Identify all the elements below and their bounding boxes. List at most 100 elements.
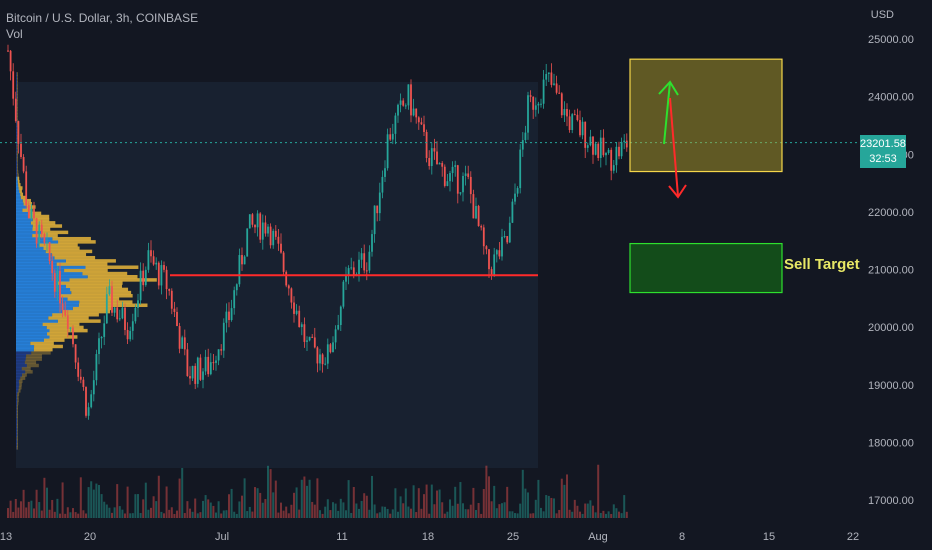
candle-body	[615, 146, 618, 166]
vp-up-bar	[16, 164, 18, 168]
vp-up-bar	[16, 202, 24, 206]
candle-body	[51, 261, 54, 274]
last-price-tag: 23201.58 32:53	[860, 135, 906, 168]
vp-down-bar	[16, 151, 18, 155]
vp-down-bar	[22, 208, 33, 212]
candle-body	[381, 176, 384, 193]
volume-bar	[597, 464, 600, 518]
volume-bar	[402, 503, 405, 518]
sell-target-box[interactable]	[629, 242, 783, 294]
volume-bar	[412, 485, 415, 518]
vp-down-bar	[17, 430, 18, 434]
vp-up-bar	[16, 303, 79, 308]
vp-up-bar	[16, 72, 17, 76]
candle-body	[555, 83, 558, 93]
volume-bar	[235, 513, 238, 518]
volume-bar	[178, 478, 181, 518]
candle-body	[241, 255, 243, 265]
vp-up-bar	[16, 357, 26, 361]
candle-body	[124, 307, 126, 330]
vp-down-bar	[26, 363, 39, 368]
candle-body	[212, 362, 215, 364]
vp-up-bar	[16, 87, 17, 92]
candle-body	[477, 205, 480, 227]
volume-bar	[365, 495, 368, 518]
volume-bar	[9, 500, 12, 518]
candle-body	[576, 114, 579, 121]
volume-bar	[511, 511, 514, 518]
volume-bar	[521, 469, 524, 518]
candle-body	[238, 255, 241, 285]
candle-body	[462, 175, 464, 193]
vp-down-bar	[17, 94, 18, 98]
vp-up-bar	[16, 259, 66, 263]
vp-up-bar	[16, 195, 21, 200]
candle-body	[147, 250, 150, 270]
volume-bar	[355, 503, 358, 518]
candle-body	[326, 344, 329, 364]
vp-up-bar	[16, 154, 17, 159]
vp-down-bar	[17, 179, 20, 184]
candle-body	[131, 321, 134, 331]
candle-body	[199, 357, 202, 380]
vp-up-bar	[16, 376, 21, 380]
candle-body	[66, 315, 69, 329]
vp-up-bar	[16, 414, 17, 418]
vp-down-bar	[43, 246, 80, 250]
candle-body	[298, 310, 301, 328]
volume-bar	[586, 503, 589, 518]
vp-up-bar	[16, 351, 32, 355]
vp-down-bar	[16, 436, 18, 441]
candle-body	[566, 109, 568, 117]
volume-bar	[90, 481, 93, 518]
vp-down-bar	[18, 385, 22, 390]
volume-bar	[209, 502, 212, 518]
volume-bar	[480, 513, 483, 518]
vp-up-bar	[16, 227, 33, 231]
volume-bar	[475, 510, 477, 518]
vp-down-bar	[17, 427, 18, 431]
candle-body	[397, 104, 399, 116]
candle-body	[235, 284, 238, 291]
volume-bar	[228, 494, 230, 518]
vp-down-bar	[17, 81, 18, 86]
vp-up-bar	[16, 122, 17, 127]
volume-bar	[144, 482, 147, 518]
candle-body	[519, 149, 522, 189]
candle-body	[282, 252, 285, 272]
volume-bar	[563, 484, 566, 518]
vp-down-bar	[17, 113, 18, 117]
vp-up-bar	[16, 205, 27, 209]
vp-up-bar	[16, 119, 17, 124]
volume-bar	[407, 506, 410, 518]
time-axis[interactable]: 13 20 Jul 11 18 25 Aug 8 15 22	[0, 531, 859, 543]
vp-up-bar	[16, 141, 18, 146]
volume-bar	[274, 480, 277, 518]
candle-body	[514, 193, 516, 202]
vp-up-bar	[16, 436, 17, 441]
candle-body	[425, 131, 428, 158]
vp-up-bar	[16, 179, 18, 184]
candle-body	[516, 188, 519, 194]
volume-bar	[243, 478, 246, 518]
vp-up-bar	[16, 341, 31, 346]
volume-bar	[82, 510, 85, 518]
volume-bar	[345, 510, 347, 518]
vp-down-bar	[26, 354, 42, 358]
candle-body	[233, 290, 236, 309]
candle-body	[293, 302, 295, 314]
yellow-range-box[interactable]	[629, 58, 783, 173]
volume-bar	[118, 506, 121, 518]
volume-bar	[248, 506, 251, 518]
candle-body	[597, 143, 600, 158]
bar-countdown: 32:53	[869, 153, 897, 165]
volume-bar	[534, 499, 537, 518]
price-axis[interactable]: 25000.0024000.0023000.0022000.0021000.00…	[868, 34, 914, 507]
volume-bar	[514, 513, 516, 518]
candle-body	[402, 100, 405, 106]
volume-bar	[204, 495, 207, 518]
vp-up-bar	[16, 373, 22, 377]
candle-body	[456, 165, 459, 194]
sell-target-label: Sell Target	[784, 256, 860, 273]
